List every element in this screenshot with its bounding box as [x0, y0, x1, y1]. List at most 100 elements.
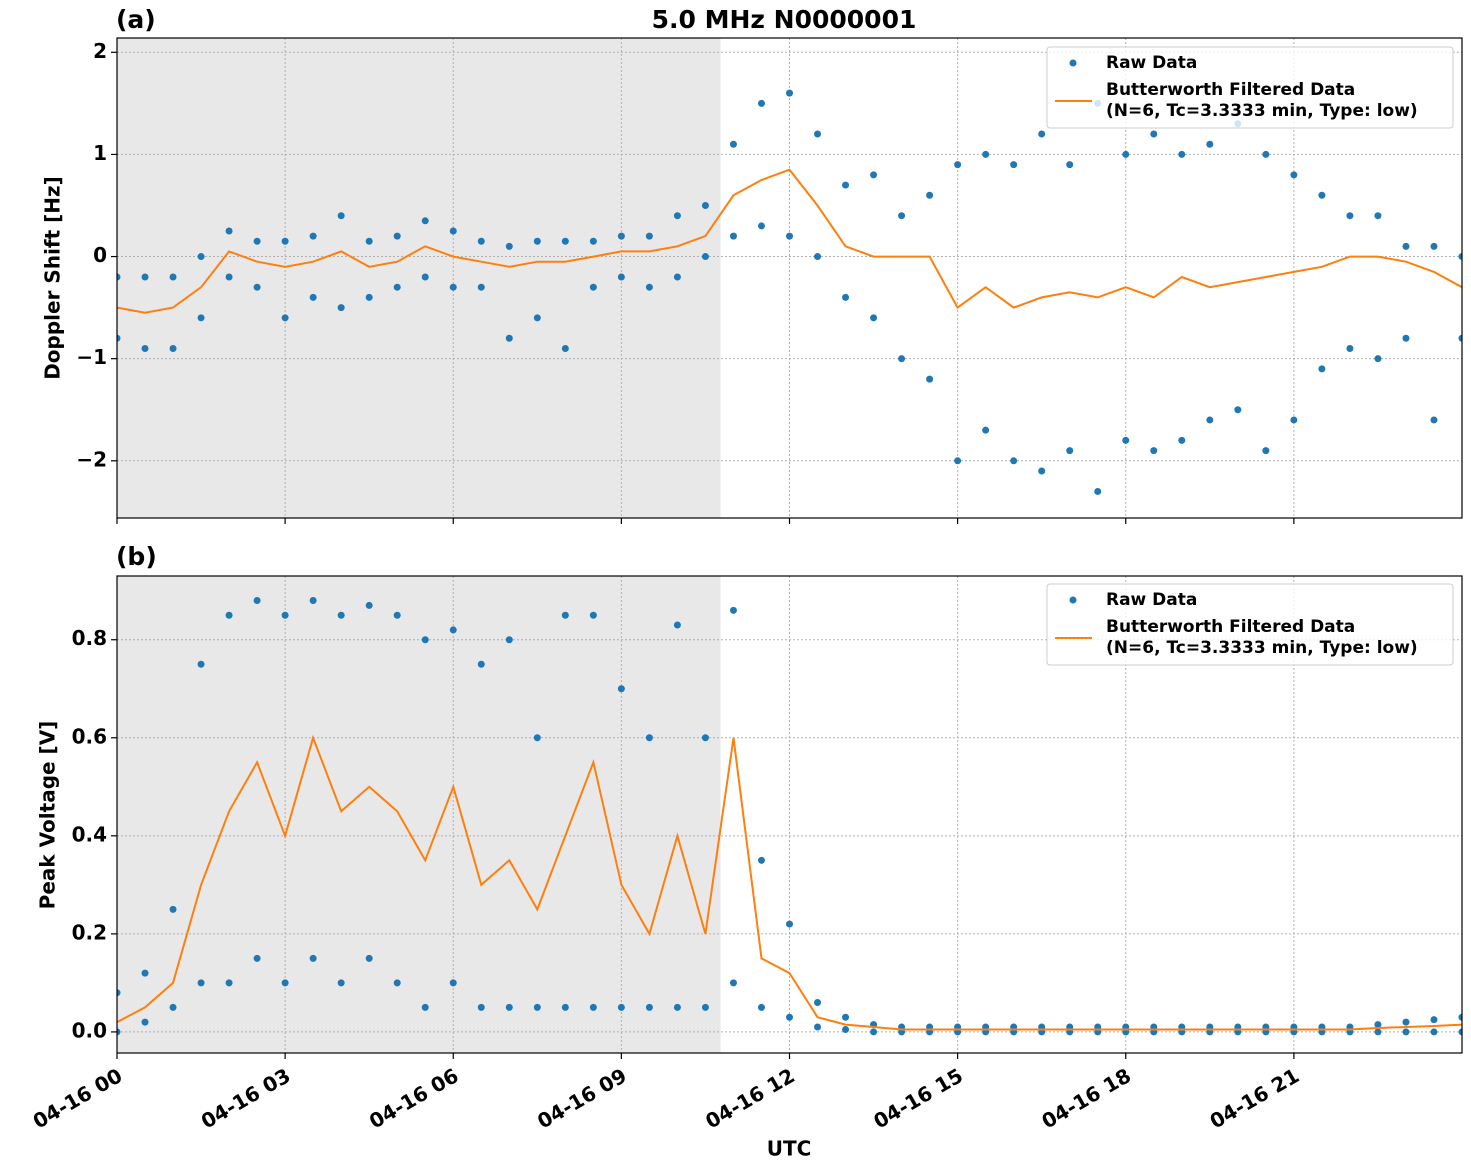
raw-point [982, 426, 990, 434]
raw-point [141, 344, 149, 352]
raw-point [1150, 447, 1158, 455]
raw-point [729, 140, 737, 148]
raw-point [197, 979, 205, 987]
raw-point [505, 1003, 513, 1011]
raw-point [757, 856, 765, 864]
x-axis-label: UTC [767, 1137, 812, 1161]
raw-point [1430, 242, 1438, 250]
raw-point [1346, 212, 1354, 220]
y-tick-label: 0.0 [72, 1018, 107, 1042]
raw-point [253, 954, 261, 962]
y-tick-label: 2 [93, 39, 107, 63]
raw-point [673, 621, 681, 629]
raw-point [117, 989, 121, 997]
raw-point [786, 232, 793, 240]
raw-point [281, 611, 289, 619]
y-axis-label: Peak Voltage [V] [36, 721, 60, 910]
raw-point [169, 905, 177, 913]
raw-point [842, 1013, 850, 1021]
raw-point [225, 273, 233, 281]
raw-point [814, 130, 822, 138]
raw-point [561, 237, 569, 245]
raw-point [926, 191, 934, 199]
raw-point [757, 99, 765, 107]
raw-point [673, 1003, 681, 1011]
raw-point [1290, 171, 1298, 179]
raw-point [1346, 344, 1354, 352]
panel-label: (a) [116, 5, 156, 34]
raw-point [814, 253, 822, 261]
raw-point [1458, 334, 1462, 342]
raw-point [421, 273, 429, 281]
raw-point [1010, 161, 1018, 169]
raw-point [1458, 1028, 1462, 1036]
raw-point [449, 626, 457, 634]
raw-point [842, 1025, 850, 1033]
raw-point [673, 212, 681, 220]
raw-point [449, 979, 457, 987]
raw-point [169, 273, 177, 281]
raw-point [1430, 1016, 1438, 1024]
raw-point [786, 89, 793, 97]
raw-point [281, 979, 289, 987]
raw-point [309, 954, 317, 962]
raw-point [393, 283, 401, 291]
raw-point [449, 227, 457, 235]
raw-point [1374, 1028, 1382, 1036]
raw-point [1234, 406, 1242, 414]
raw-point [757, 222, 765, 230]
raw-point [1262, 447, 1270, 455]
raw-point [1122, 436, 1130, 444]
raw-point [337, 611, 345, 619]
raw-point [645, 232, 653, 240]
raw-point [533, 237, 541, 245]
plot-area [117, 38, 1462, 518]
raw-point [533, 1003, 541, 1011]
raw-point [421, 1003, 429, 1011]
raw-point [253, 237, 261, 245]
raw-point [1262, 150, 1270, 158]
y-tick-label: −1 [76, 345, 107, 369]
axes-frame [116, 37, 1463, 519]
raw-point [1066, 447, 1074, 455]
x-tick-label: 04-16 06 [365, 1063, 463, 1133]
raw-point [1458, 1013, 1462, 1021]
raw-point [281, 237, 289, 245]
raw-point [225, 979, 233, 987]
x-tick-label: 04-16 09 [533, 1063, 631, 1133]
raw-point [1038, 467, 1046, 475]
raw-point [589, 1003, 597, 1011]
raw-point [926, 375, 934, 383]
raw-point [1178, 436, 1186, 444]
x-tick-label: 04-16 03 [197, 1063, 295, 1133]
x-tick-label: 04-16 12 [701, 1063, 799, 1133]
raw-point [449, 283, 457, 291]
raw-point [729, 979, 737, 987]
raw-point [1122, 150, 1130, 158]
raw-point [309, 232, 317, 240]
raw-point [533, 734, 541, 742]
y-axis-label: Doppler Shift [Hz] [41, 176, 65, 380]
x-tick-label: 04-16 21 [1206, 1063, 1304, 1133]
raw-point [337, 304, 345, 312]
raw-point [197, 253, 205, 261]
raw-point [757, 1003, 765, 1011]
raw-point [393, 979, 401, 987]
raw-point [1374, 355, 1382, 363]
raw-point [870, 1028, 878, 1036]
raw-point [1402, 1018, 1410, 1026]
y-tick-label: 0.2 [72, 920, 107, 944]
raw-point [365, 954, 373, 962]
raw-point [617, 232, 625, 240]
raw-point [1318, 191, 1326, 199]
axes-frame [116, 575, 1463, 1054]
raw-point [421, 217, 429, 225]
raw-point [842, 181, 850, 189]
raw-point [645, 283, 653, 291]
raw-point [1010, 457, 1018, 465]
raw-point [673, 273, 681, 281]
raw-point [117, 273, 121, 281]
raw-point [393, 232, 401, 240]
raw-point [117, 1028, 121, 1036]
